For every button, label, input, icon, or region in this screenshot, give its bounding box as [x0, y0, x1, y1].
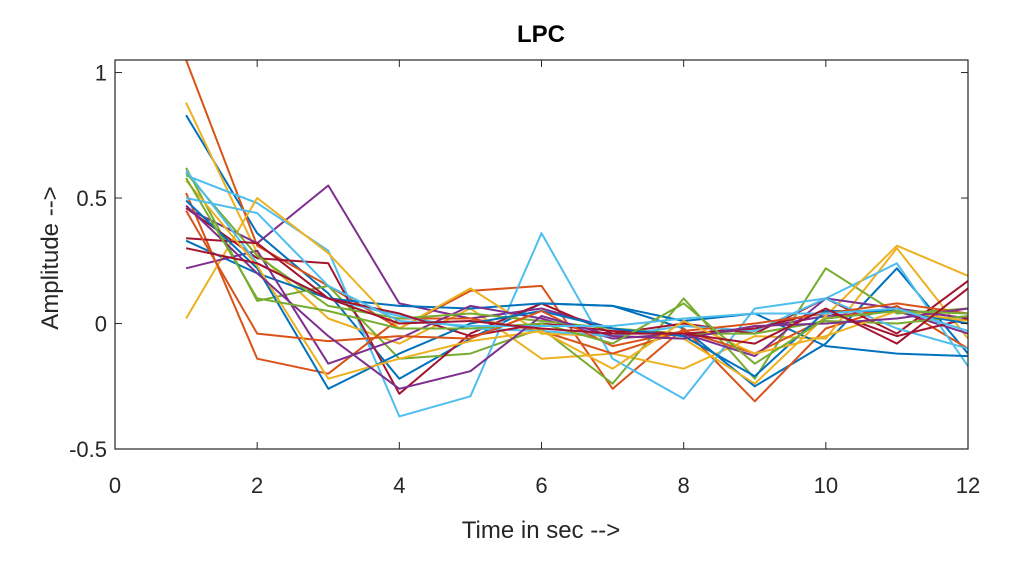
- series-line-20: [185, 197, 969, 332]
- y-tick-label: 0.5: [76, 186, 107, 211]
- y-axis-label: Amplitude -->: [37, 186, 64, 329]
- series-line-17: [185, 179, 969, 380]
- x-tick-label: 12: [956, 473, 980, 498]
- series-line-8: [185, 239, 969, 358]
- x-tick-label: 6: [535, 473, 547, 498]
- series-line-12: [185, 172, 969, 335]
- x-tick-label: 10: [814, 473, 838, 498]
- chart-title: LPC: [517, 21, 565, 48]
- y-axis-ticks: -0.5 0 0.5 1: [69, 61, 968, 462]
- y-tick-label: 0: [95, 312, 107, 337]
- x-axis-label: Time in sec -->: [462, 517, 620, 544]
- series-line-21: [185, 247, 969, 345]
- x-tick-label: 8: [678, 473, 690, 498]
- x-tick-label: 4: [393, 473, 405, 498]
- series-layer: [185, 59, 969, 418]
- x-axis-ticks: 0 2 4 6 8 10 12: [109, 60, 980, 498]
- y-tick-label: 1: [95, 61, 107, 86]
- series-line-19: [185, 177, 969, 365]
- x-tick-label: 0: [109, 473, 121, 498]
- x-tick-label: 2: [251, 473, 263, 498]
- y-tick-label: -0.5: [69, 437, 107, 462]
